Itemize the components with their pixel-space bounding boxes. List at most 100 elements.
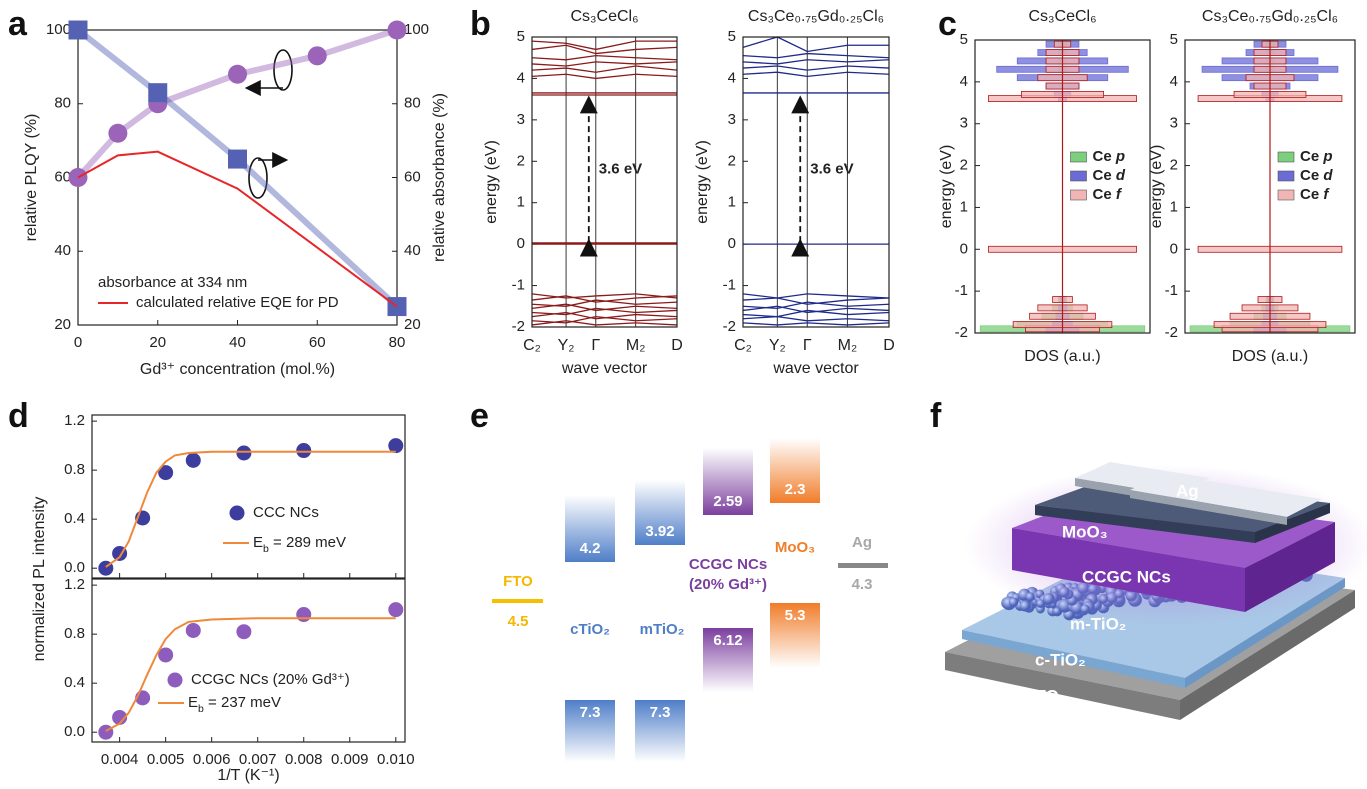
material-label: 4.5 [508, 613, 529, 630]
legend-swatch [167, 672, 183, 688]
nanoparticle [1008, 597, 1019, 607]
y-axis-label: energy (eV) [483, 140, 500, 224]
band [531, 73, 678, 80]
y-axis-label: normalized PL intensity [31, 497, 48, 662]
work-function [838, 563, 888, 568]
point [307, 46, 327, 66]
legend-label: Eb = 237 meV [188, 694, 281, 715]
x-tick-label: M₂ [838, 337, 858, 354]
work-function [492, 599, 543, 603]
legend-label: Ce d [1300, 167, 1333, 184]
legend-label: calculated relative EQE for PD [136, 294, 339, 311]
layer-label: c-TiO₂ [1035, 650, 1086, 669]
x-tick-label: 0 [74, 334, 82, 351]
band-box [565, 495, 615, 562]
band [531, 54, 678, 61]
x-tick-label: 0.010 [377, 751, 415, 768]
band-box [565, 700, 615, 762]
point [148, 83, 168, 103]
band-box [770, 438, 820, 503]
material-label: MoO₃ [775, 539, 815, 556]
x-tick-label: D [883, 337, 895, 354]
point [108, 123, 128, 143]
y-tick-label: 100 [46, 21, 71, 38]
plot-frame [974, 39, 1151, 334]
legend-title: absorbance at 334 nm [98, 274, 247, 291]
x-axis-label: 1/T (K⁻¹) [217, 767, 279, 784]
layer-label: CCGC NCs [1082, 567, 1171, 586]
band [531, 303, 678, 312]
band [531, 40, 677, 51]
panel-letter: e [470, 397, 489, 435]
panel-letter: f [930, 397, 942, 435]
y-tick-label: 0.4 [64, 674, 85, 691]
x-tick-label: 0.009 [331, 751, 369, 768]
y-tick-label: -1 [723, 277, 736, 294]
axis-indicator [248, 157, 268, 199]
layer-moo3-side [1255, 503, 1330, 543]
y-tick-label: -2 [955, 324, 968, 341]
nanoparticle [1019, 600, 1031, 612]
x-tick-label: 20 [149, 334, 166, 351]
y-tick-label: 5 [728, 28, 736, 45]
panel-letter: a [8, 5, 28, 43]
y-tick-label: 80 [54, 95, 71, 112]
y-tick-label: 2 [728, 152, 736, 169]
band [531, 61, 678, 67]
y-tick-label: 60 [404, 168, 421, 185]
plot-frame [1184, 39, 1356, 334]
band-box [635, 700, 685, 762]
legend-label: Ce p [1300, 148, 1333, 165]
y-tick-label: 100 [404, 21, 429, 38]
y-tick-label: 4 [1170, 73, 1178, 90]
legend-swatch [1070, 170, 1087, 182]
x-tick-label: M₂ [626, 337, 646, 354]
layer-label: MoO₃ [1062, 522, 1108, 541]
point [158, 465, 174, 481]
layer-moo3-side [1035, 505, 1255, 543]
x-axis-label: DOS (a.u.) [1024, 348, 1100, 365]
electrode-ag [1190, 484, 1322, 517]
x-tick-label: Y₂ [558, 337, 575, 354]
chart-title: Cs₃CeCl₆ [1028, 8, 1096, 25]
energy-level: 2.59 [713, 493, 742, 510]
layer-ccgc-side [1245, 522, 1335, 612]
energy-level: 3.92 [645, 523, 674, 540]
legend-label: Ce f [1093, 186, 1123, 203]
x-tick-label: 0.004 [101, 751, 139, 768]
y-tick-label: 2 [960, 157, 968, 174]
x-tick-label: 40 [229, 334, 246, 351]
y-tick-label: 4 [517, 69, 525, 86]
energy-level: 7.3 [580, 704, 601, 721]
y-tick-label: 1 [517, 194, 525, 211]
y-tick-label: 1 [728, 194, 736, 211]
point [228, 149, 247, 169]
chart-title: Cs₃CeCl₆ [570, 8, 638, 25]
y-tick-label: 0 [517, 235, 525, 252]
point [387, 20, 407, 40]
chart-title: Cs₃Ce₀.₇₅Gd₀.₂₅Cl₆ [748, 8, 884, 25]
x-tick-label: 0.006 [193, 751, 231, 768]
y-axis-label: energy (eV) [1148, 145, 1165, 229]
point [236, 445, 252, 461]
y-tick-label: -1 [1165, 282, 1178, 299]
y-axis-label: relative PLQY (%) [23, 114, 40, 242]
y-tick-label: 2 [1170, 157, 1178, 174]
y-tick-label: 1.2 [64, 412, 85, 429]
y-tick-label: 3 [960, 115, 968, 132]
layer-ctio2-side [962, 630, 1185, 688]
band [742, 36, 889, 53]
x-axis-label: Gd³⁺ concentration (mol.%) [140, 361, 335, 378]
band [742, 65, 890, 71]
band-box [770, 603, 820, 668]
band [531, 311, 678, 320]
y-tick-label: 0 [728, 235, 736, 252]
x-axis-label: wave vector [561, 360, 648, 377]
x-tick-label: 0.005 [147, 751, 185, 768]
y-axis-label: energy (eV) [938, 145, 955, 229]
y-tick-label: 60 [54, 168, 71, 185]
y-tick-label: 5 [1170, 31, 1178, 48]
material-label: cTiO₂ [570, 621, 610, 638]
x-tick-label: Γ [591, 337, 600, 354]
point [296, 443, 312, 459]
